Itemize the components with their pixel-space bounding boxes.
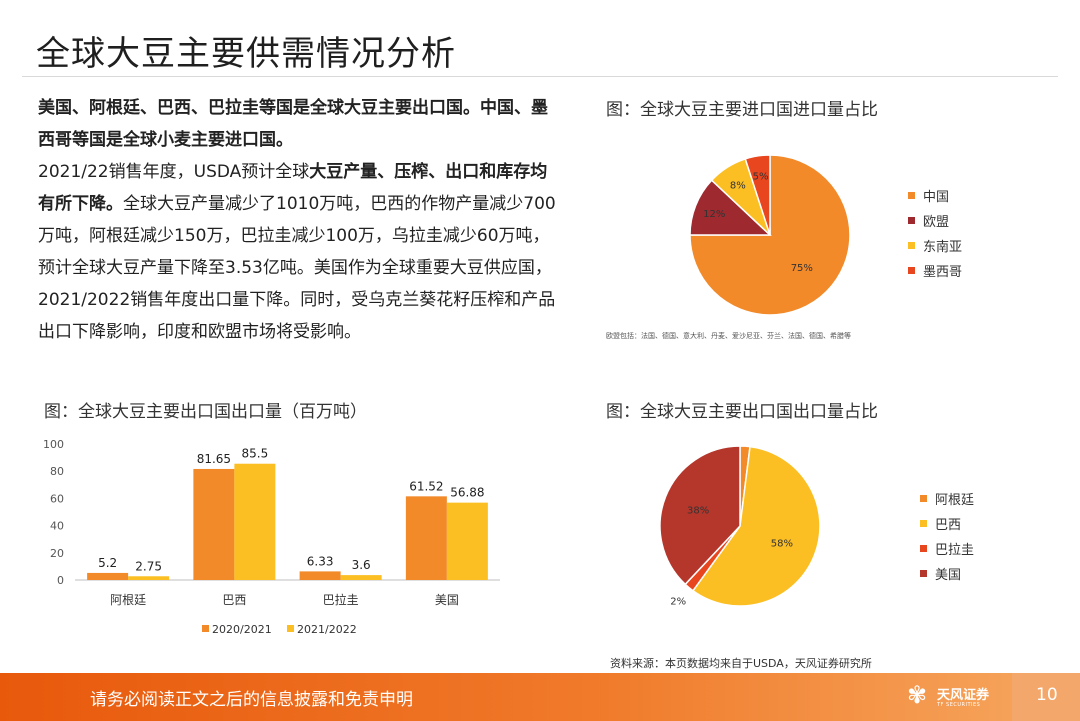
legend-item-墨西哥: 墨西哥 — [908, 258, 962, 283]
pie-slice-墨西哥 — [744, 154, 771, 236]
bar-value-label: 5.2 — [98, 556, 117, 570]
pie-slice-巴西 — [691, 445, 821, 607]
pie-label-东南亚: 8% — [730, 180, 746, 191]
export-pie-legend: 阿根廷巴西巴拉圭美国 — [920, 486, 974, 586]
x-tick-label: 阿根廷 — [110, 593, 146, 607]
bar-巴西-2020/2021 — [193, 468, 235, 580]
legend-item-阿根廷: 阿根廷 — [920, 486, 974, 511]
export-pie-chart: 2%58%2%38% — [659, 436, 821, 608]
legend-label: 巴西 — [935, 518, 962, 533]
bar-legend-label: 2021/2022 — [297, 623, 357, 636]
bar-legend-label: 2020/2021 — [212, 623, 272, 636]
bar-value-label: 2.75 — [135, 559, 162, 573]
para-part2: 全球大豆产量减少了1010万吨，巴西的作物产量减少700万吨，阿根廷减少150万… — [38, 194, 556, 342]
pie-label-美国: 38% — [687, 505, 709, 516]
x-tick-label: 美国 — [435, 593, 459, 607]
pie-label-中国: 75% — [791, 263, 813, 274]
legend-swatch — [920, 545, 927, 552]
logo-text-cn: 天风证券 — [937, 688, 990, 703]
pie-label-墨西哥: 5% — [753, 172, 769, 183]
page-number: 10 — [1036, 685, 1058, 705]
logo-text-en: TF SECURITIES — [937, 702, 981, 708]
footer-bar: 请务必阅读正文之后的信息披露和免责申明 ✾ 天风证券 TF SECURITIES… — [0, 673, 1080, 721]
pie-label-巴拉圭: 2% — [670, 597, 686, 608]
bar-legend-swatch — [287, 625, 294, 632]
x-tick-label: 巴拉圭 — [323, 592, 359, 607]
legend-item-巴西: 巴西 — [920, 511, 974, 536]
bar-value-label: 81.65 — [197, 452, 231, 466]
bar-美国-2021/2022 — [446, 502, 488, 580]
legend-item-欧盟: 欧盟 — [908, 208, 962, 233]
page-number-box — [1012, 673, 1080, 721]
para-bold: 大豆产量、压榨、出口和库存均有所下降。 — [38, 162, 548, 214]
bar-chart-title: 图：全球大豆主要出口国出口量（百万吨） — [44, 402, 367, 422]
bar-value-label: 3.6 — [352, 558, 371, 572]
brand-logo: ✾ 天风证券 TF SECURITIES — [905, 679, 995, 715]
y-tick-label: 60 — [50, 492, 64, 505]
import-pie-chart: 75% 12% 8% 5% — [689, 154, 851, 316]
source-note: 资料来源：本页数据均来自于USDA，天风证券研究所 — [610, 657, 872, 670]
intro-bold: 美国、阿根廷、巴西、巴拉圭等国是全球大豆主要出口国。中国、墨西哥等国是全球小麦主… — [38, 98, 548, 150]
y-tick-label: 80 — [50, 465, 64, 478]
x-tick-label: 巴西 — [222, 593, 246, 607]
y-tick-label: 100 — [43, 438, 64, 451]
footer-disclaimer: 请务必阅读正文之后的信息披露和免责申明 — [90, 690, 413, 710]
bar-巴拉圭-2021/2022 — [340, 575, 382, 580]
y-tick-label: 20 — [50, 547, 64, 560]
export-pie-title: 图：全球大豆主要出口国出口量占比 — [606, 402, 878, 422]
legend-item-东南亚: 东南亚 — [908, 233, 962, 258]
legend-label: 中国 — [923, 190, 950, 205]
intro-text: 美国、阿根廷、巴西、巴拉圭等国是全球大豆主要出口国。中国、墨西哥等国是全球小麦主… — [38, 92, 558, 348]
legend-label: 墨西哥 — [923, 265, 963, 280]
legend-swatch — [908, 192, 915, 199]
bar-巴拉圭-2020/2021 — [299, 571, 341, 580]
import-pie-title: 图：全球大豆主要进口国进口量占比 — [606, 100, 878, 120]
import-pie-legend: 中国欧盟东南亚墨西哥 — [908, 183, 962, 283]
export-volume-bar-chart: 0 20 40 60 80 100 5.2 2.75 阿根廷 81.65 85.5 巴西 6.33 3.6… — [43, 438, 500, 636]
legend-swatch — [920, 495, 927, 502]
legend-swatch — [908, 217, 915, 224]
y-tick-label: 40 — [50, 520, 64, 533]
pie-slice-美国 — [659, 445, 741, 586]
pie-label-巴西: 58% — [771, 539, 793, 550]
legend-swatch — [908, 267, 915, 274]
page-title: 全球大豆主要供需情况分析 — [36, 34, 456, 74]
legend-label: 阿根廷 — [935, 493, 975, 508]
bar-value-label: 85.5 — [242, 447, 269, 461]
bar-value-label: 61.52 — [409, 479, 443, 493]
import-note: 欧盟包括：法国、德国、意大利、丹麦、爱沙尼亚、芬兰、法国、德国、希腊等 — [606, 332, 851, 340]
bar-阿根廷-2020/2021 — [87, 572, 129, 580]
bar-value-label: 56.88 — [450, 486, 484, 500]
pie-label-欧盟: 12% — [703, 209, 725, 220]
legend-swatch — [908, 242, 915, 249]
legend-item-巴拉圭: 巴拉圭 — [920, 536, 974, 561]
bar-巴西-2021/2022 — [234, 463, 276, 580]
intro-paragraph: 2021/22销售年度，USDA预计全球大豆产量、压榨、出口和库存均有所下降。全… — [38, 156, 558, 348]
y-tick-label: 0 — [57, 574, 64, 587]
bar-阿根廷-2021/2022 — [128, 576, 170, 580]
legend-label: 欧盟 — [923, 215, 950, 230]
pie-slice-欧盟 — [689, 179, 772, 236]
legend-item-中国: 中国 — [908, 183, 962, 208]
legend-label: 巴拉圭 — [935, 543, 975, 558]
legend-swatch — [920, 570, 927, 577]
legend-item-美国: 美国 — [920, 561, 974, 586]
bar-美国-2020/2021 — [405, 496, 447, 580]
legend-label: 东南亚 — [923, 240, 963, 255]
flower-logo-icon: ✾ — [907, 681, 928, 709]
para-part1: 2021/22销售年度，USDA预计全球 — [38, 162, 310, 182]
title-divider — [22, 76, 1058, 77]
legend-label: 美国 — [935, 568, 962, 583]
bar-legend-swatch — [202, 625, 209, 632]
legend-swatch — [920, 520, 927, 527]
bar-value-label: 6.33 — [307, 554, 334, 568]
